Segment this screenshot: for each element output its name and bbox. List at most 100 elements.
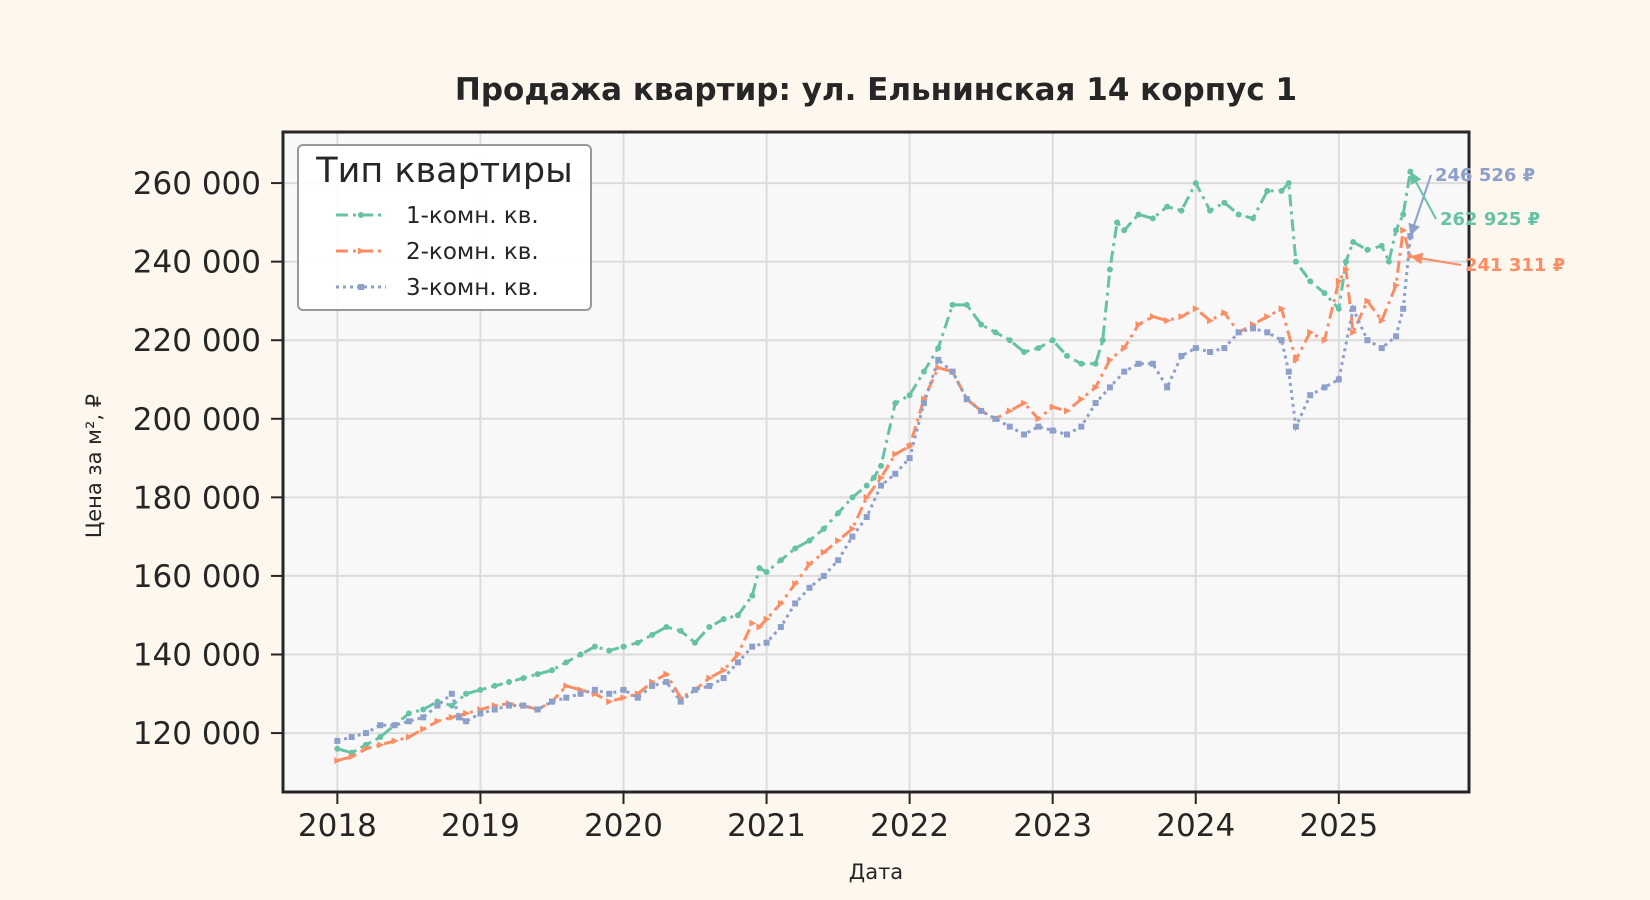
ticks: 120 000 140 000 160 000 180 000 200 000 220 0…: [133, 166, 1378, 844]
data-point: [1164, 384, 1171, 391]
y-tick-label: 140 000: [133, 638, 261, 674]
data-point: [1221, 199, 1228, 206]
data-point: [1307, 392, 1314, 399]
y-axis-label: Цена за м², ₽: [82, 394, 106, 538]
x-tick-label: 2023: [1013, 808, 1092, 844]
legend-item: 1-комн. кв.: [336, 203, 539, 229]
data-point: [835, 537, 843, 545]
y-tick-label: 180 000: [133, 480, 261, 516]
data-point: [878, 462, 885, 469]
data-point: [849, 494, 856, 501]
data-point: [1393, 227, 1400, 234]
data-point: [1035, 345, 1042, 352]
data-point: [992, 415, 999, 422]
data-point: [1307, 328, 1315, 336]
data-point: [334, 737, 341, 744]
data-point: [792, 545, 799, 552]
data-point: [1292, 356, 1300, 364]
data-point: [1321, 336, 1329, 344]
x-tick-label: 2018: [298, 808, 377, 844]
data-point: [1092, 383, 1100, 391]
data-point: [1092, 360, 1099, 367]
data-point: [1292, 258, 1299, 265]
data-point: [806, 560, 814, 568]
data-point: [692, 639, 699, 646]
data-point: [1135, 321, 1143, 328]
data-point: [906, 392, 913, 399]
data-point: [420, 725, 428, 733]
data-point: [749, 643, 756, 650]
data-point: [334, 757, 342, 765]
data-point: [920, 400, 927, 407]
data-point: [1149, 360, 1156, 367]
legend-marker: [358, 247, 365, 255]
data-point: [1035, 415, 1043, 423]
data-point: [792, 580, 800, 588]
data-point: [1364, 337, 1371, 344]
data-point: [878, 474, 886, 482]
data-point: [1035, 423, 1042, 430]
annotation-arrowhead: [1408, 222, 1420, 237]
data-point: [978, 321, 985, 328]
data-point: [763, 615, 771, 623]
data-point: [405, 710, 412, 717]
data-point: [777, 624, 784, 630]
data-point: [756, 623, 764, 631]
data-point: [1285, 368, 1292, 375]
x-tick-label: 2022: [870, 808, 949, 844]
data-point: [1078, 360, 1085, 367]
annotations: 246 526 ₽ 262 925 ₽ 241 311 ₽: [1408, 165, 1565, 276]
data-point: [1121, 227, 1128, 234]
data-point: [777, 557, 784, 564]
y-tick-label: 160 000: [133, 559, 261, 595]
data-point: [434, 702, 441, 709]
y-tick-label: 260 000: [133, 166, 261, 202]
data-point: [677, 698, 684, 705]
series-layer: [334, 168, 1415, 765]
data-point: [1364, 246, 1371, 253]
data-point: [892, 450, 900, 458]
data-point: [1335, 277, 1343, 285]
data-point: [677, 627, 684, 634]
data-point: [1063, 431, 1070, 438]
data-point: [906, 442, 914, 450]
data-point: [391, 722, 398, 729]
data-point: [362, 730, 369, 737]
annotation-arrowhead: [1410, 171, 1422, 185]
data-point: [820, 572, 827, 579]
data-point: [548, 667, 555, 674]
data-point: [620, 694, 628, 702]
data-point: [1006, 407, 1014, 415]
legend-title: Тип квартиры: [315, 151, 573, 191]
data-point: [663, 624, 670, 630]
data-point: [477, 686, 484, 693]
data-point: [1078, 395, 1086, 403]
plot-border: [281, 130, 1471, 794]
data-point: [692, 686, 699, 693]
data-point: [1049, 337, 1056, 344]
x-tick-label: 2021: [727, 808, 806, 844]
data-point: [1135, 211, 1142, 218]
data-point: [706, 674, 714, 682]
data-point: [734, 612, 741, 619]
data-point: [649, 682, 656, 689]
legend-marker: [358, 212, 364, 218]
data-point: [1235, 211, 1242, 218]
annotation-label: 246 526 ₽: [1435, 165, 1535, 186]
data-point: [720, 666, 728, 674]
data-point: [1106, 266, 1113, 273]
annotation-label: 241 311 ₽: [1465, 255, 1565, 276]
data-point: [749, 619, 757, 627]
data-point: [1207, 349, 1214, 355]
data-point: [1021, 399, 1029, 407]
data-point: [706, 624, 713, 630]
data-point: [606, 690, 613, 697]
data-point: [1121, 368, 1128, 375]
data-point: [863, 493, 871, 501]
data-point: [935, 364, 943, 372]
data-point: [577, 651, 584, 658]
data-point: [506, 702, 513, 709]
data-point: [1092, 400, 1099, 407]
data-point: [377, 722, 384, 729]
